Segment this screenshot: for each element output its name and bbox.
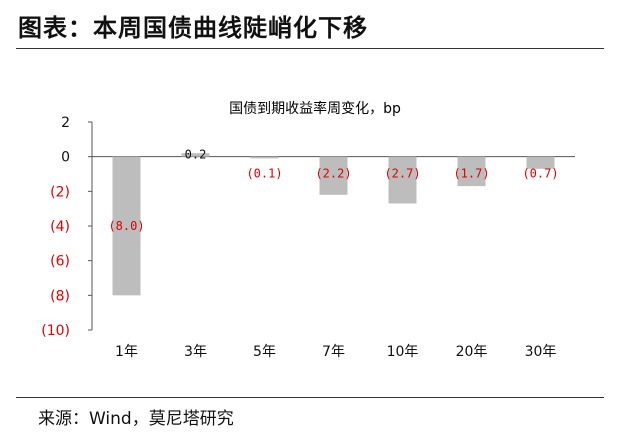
y-tick-label: (8): [50, 288, 70, 304]
data-label: (2.2): [315, 167, 351, 181]
x-tick-label: 1年: [115, 344, 138, 360]
data-label: (1.7): [453, 167, 489, 181]
x-tick-label: 3年: [184, 344, 207, 360]
figure-title: 图表：本周国债曲线陡峭化下移: [18, 13, 368, 42]
x-tick-label: 20年: [456, 344, 488, 360]
y-tick-label: (10): [41, 323, 70, 339]
bar: [388, 156, 417, 204]
y-tick-label: (4): [50, 219, 70, 235]
x-tick-label: 5年: [253, 344, 276, 360]
data-label: (2.7): [384, 167, 420, 181]
x-tick-label: 30年: [525, 344, 557, 360]
bar: [250, 156, 279, 159]
y-tick-label: (6): [50, 254, 70, 270]
top-rule: [16, 48, 604, 49]
x-tick-label: 7年: [322, 344, 345, 360]
y-tick-label: 2: [61, 115, 70, 131]
chart-title: 国债到期收益率周变化，bp: [229, 100, 401, 117]
data-label: (8.0): [108, 219, 144, 233]
bar: [526, 156, 555, 169]
bar: [181, 153, 210, 157]
data-label: 0.2: [185, 148, 207, 162]
bar: [457, 156, 486, 187]
y-tick-label: 0: [61, 150, 70, 166]
bar: [112, 156, 141, 296]
bottom-rule: [16, 397, 604, 398]
x-tick-label: 10年: [387, 344, 419, 360]
bar: [319, 156, 348, 195]
source-note: 来源：Wind，莫尼塔研究: [38, 409, 234, 429]
y-tick-label: (2): [50, 184, 70, 200]
data-label: (0.7): [522, 167, 558, 181]
data-label: (0.1): [246, 167, 282, 181]
